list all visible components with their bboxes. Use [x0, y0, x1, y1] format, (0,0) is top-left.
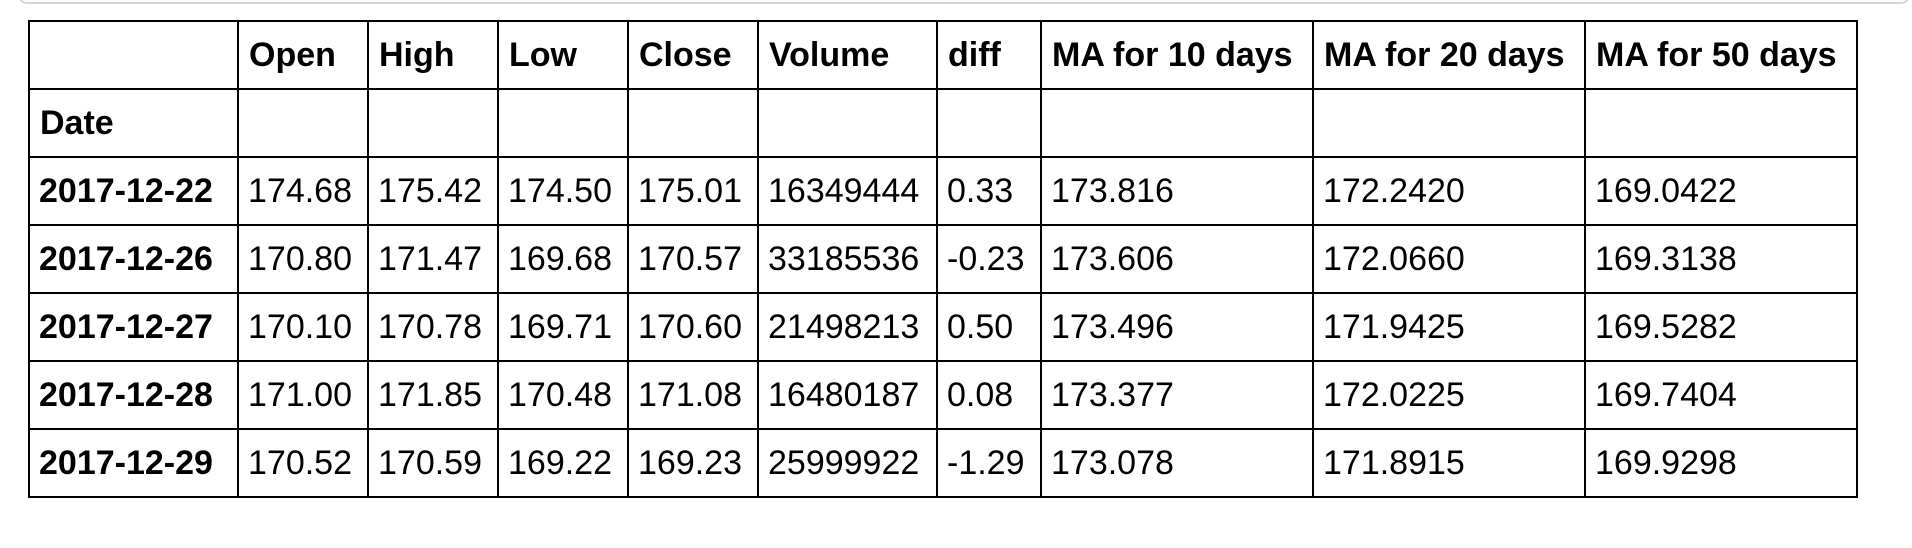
empty-header-cell — [237, 88, 369, 158]
cell-ma10: 173.496 — [1040, 292, 1314, 362]
cell-volume: 16480187 — [757, 360, 938, 430]
table-row: 2017-12-22 174.68 175.42 174.50 175.01 1… — [28, 156, 1858, 226]
cell-ma10: 173.816 — [1040, 156, 1314, 226]
column-header: Close — [627, 20, 759, 90]
cell-ma50: 169.9298 — [1584, 428, 1858, 498]
cell-close: 170.57 — [627, 224, 759, 294]
cell-close: 171.08 — [627, 360, 759, 430]
index-name-row: Date — [28, 88, 1858, 158]
empty-header-cell — [627, 88, 759, 158]
column-header: Low — [497, 20, 629, 90]
output-cell-frame — [18, 0, 1910, 4]
cell-ma20: 171.8915 — [1312, 428, 1586, 498]
cell-close: 170.60 — [627, 292, 759, 362]
row-date: 2017-12-29 — [28, 428, 239, 498]
cell-diff: 0.08 — [936, 360, 1042, 430]
column-header: diff — [936, 20, 1042, 90]
column-header: Open — [237, 20, 369, 90]
cell-volume: 16349444 — [757, 156, 938, 226]
empty-header-cell — [1312, 88, 1586, 158]
cell-diff: 0.33 — [936, 156, 1042, 226]
cell-diff: 0.50 — [936, 292, 1042, 362]
row-date: 2017-12-27 — [28, 292, 239, 362]
empty-header-cell — [367, 88, 499, 158]
column-header: High — [367, 20, 499, 90]
index-name-header: Date — [28, 88, 239, 158]
dataframe-table: Open High Low Close Volume diff MA for 1… — [28, 20, 1858, 498]
column-header: MA for 20 days — [1312, 20, 1586, 90]
header-corner-cell — [28, 20, 239, 90]
table-row: 2017-12-26 170.80 171.47 169.68 170.57 3… — [28, 224, 1858, 294]
cell-diff: -0.23 — [936, 224, 1042, 294]
cell-ma10: 173.377 — [1040, 360, 1314, 430]
cell-ma20: 172.2420 — [1312, 156, 1586, 226]
cell-open: 174.68 — [237, 156, 369, 226]
empty-header-cell — [757, 88, 938, 158]
empty-header-cell — [497, 88, 629, 158]
table-row: 2017-12-29 170.52 170.59 169.22 169.23 2… — [28, 428, 1858, 498]
cell-volume: 25999922 — [757, 428, 938, 498]
cell-low: 169.68 — [497, 224, 629, 294]
cell-ma50: 169.5282 — [1584, 292, 1858, 362]
row-date: 2017-12-26 — [28, 224, 239, 294]
cell-ma50: 169.7404 — [1584, 360, 1858, 430]
cell-close: 169.23 — [627, 428, 759, 498]
empty-header-cell — [1584, 88, 1858, 158]
cell-ma20: 172.0660 — [1312, 224, 1586, 294]
cell-low: 170.48 — [497, 360, 629, 430]
cell-low: 174.50 — [497, 156, 629, 226]
cell-open: 171.00 — [237, 360, 369, 430]
cell-ma20: 171.9425 — [1312, 292, 1586, 362]
cell-high: 170.59 — [367, 428, 499, 498]
row-date: 2017-12-28 — [28, 360, 239, 430]
table-row: 2017-12-28 171.00 171.85 170.48 171.08 1… — [28, 360, 1858, 430]
cell-ma20: 172.0225 — [1312, 360, 1586, 430]
cell-ma10: 173.606 — [1040, 224, 1314, 294]
cell-high: 171.85 — [367, 360, 499, 430]
column-header: MA for 10 days — [1040, 20, 1314, 90]
cell-volume: 33185536 — [757, 224, 938, 294]
cell-close: 175.01 — [627, 156, 759, 226]
cell-low: 169.71 — [497, 292, 629, 362]
cell-ma50: 169.3138 — [1584, 224, 1858, 294]
cell-open: 170.80 — [237, 224, 369, 294]
cell-high: 170.78 — [367, 292, 499, 362]
column-header: MA for 50 days — [1584, 20, 1858, 90]
empty-header-cell — [1040, 88, 1314, 158]
cell-high: 171.47 — [367, 224, 499, 294]
cell-ma50: 169.0422 — [1584, 156, 1858, 226]
cell-diff: -1.29 — [936, 428, 1042, 498]
column-header: Volume — [757, 20, 938, 90]
cell-low: 169.22 — [497, 428, 629, 498]
cell-volume: 21498213 — [757, 292, 938, 362]
table-row: 2017-12-27 170.10 170.78 169.71 170.60 2… — [28, 292, 1858, 362]
column-header-row: Open High Low Close Volume diff MA for 1… — [28, 20, 1858, 90]
row-date: 2017-12-22 — [28, 156, 239, 226]
cell-high: 175.42 — [367, 156, 499, 226]
empty-header-cell — [936, 88, 1042, 158]
cell-ma10: 173.078 — [1040, 428, 1314, 498]
cell-open: 170.10 — [237, 292, 369, 362]
cell-open: 170.52 — [237, 428, 369, 498]
